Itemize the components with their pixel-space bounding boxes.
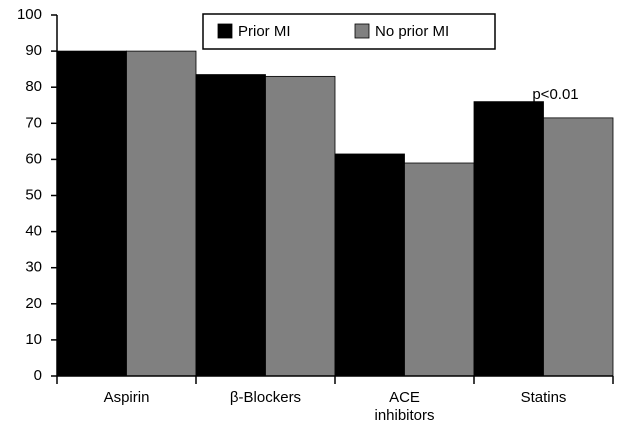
- x-tick-label: Statins: [520, 389, 567, 406]
- legend-box: [202, 13, 496, 50]
- legend-swatch: [354, 23, 370, 39]
- annotation: p<0.01: [532, 86, 578, 103]
- y-tick-label: 30: [25, 259, 42, 276]
- y-tick-label: 40: [25, 223, 42, 240]
- bar: [334, 153, 405, 377]
- x-tick-label: β-Blockers: [229, 389, 302, 406]
- bar: [543, 117, 614, 377]
- bar: [195, 74, 266, 377]
- legend-swatch: [217, 23, 233, 39]
- bar: [473, 101, 544, 377]
- y-tick-label: 20: [25, 295, 42, 312]
- y-tick-label: 80: [25, 78, 42, 95]
- x-tick-label: ACE inhibitors: [374, 389, 435, 424]
- y-tick-label: 0: [34, 367, 42, 384]
- bar: [56, 50, 127, 377]
- y-tick-label: 50: [25, 186, 42, 203]
- y-tick-label: 60: [25, 150, 42, 167]
- y-tick-label: 70: [25, 114, 42, 131]
- legend-label: No prior MI: [375, 23, 449, 40]
- bar: [265, 75, 336, 377]
- y-tick-label: 10: [25, 331, 42, 348]
- y-tick-label: 90: [25, 42, 42, 59]
- bar: [126, 50, 197, 377]
- x-tick-label: Aspirin: [103, 389, 150, 406]
- y-tick-label: 100: [17, 6, 42, 23]
- bar: [404, 162, 475, 377]
- legend-label: Prior MI: [238, 23, 291, 40]
